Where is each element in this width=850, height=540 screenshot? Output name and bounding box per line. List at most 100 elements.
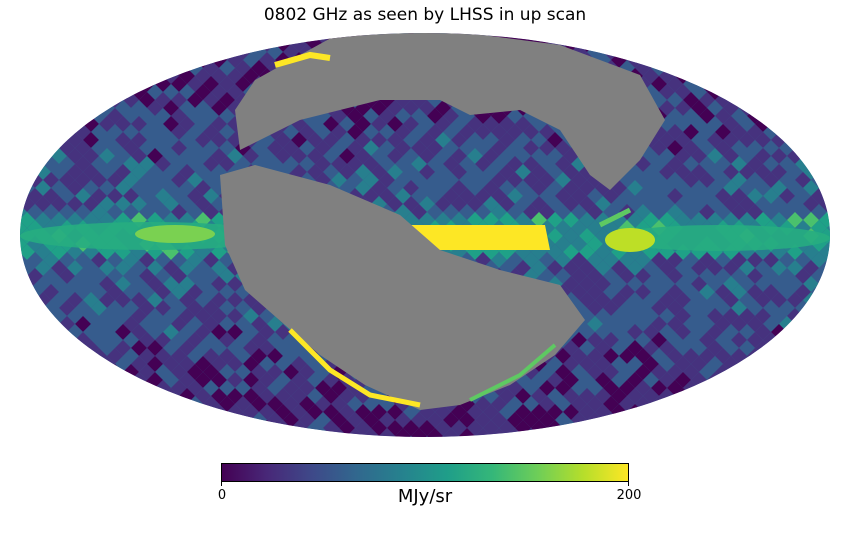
sky-pixel — [219, 33, 235, 44]
sky-pixel — [755, 436, 771, 437]
sky-pixel — [155, 33, 171, 44]
colorbar-max-label: 200 — [616, 488, 642, 503]
sky-pixel — [763, 76, 779, 92]
sky-pixel — [691, 404, 707, 420]
sky-pixel — [123, 33, 139, 44]
sky-pixel — [635, 33, 651, 44]
sky-pixel — [155, 60, 171, 76]
sky-pixel — [627, 436, 643, 437]
sky-pixel — [35, 100, 51, 116]
sky-pixel — [51, 68, 67, 84]
sky-pixel — [763, 348, 779, 364]
sky-pixel — [35, 36, 51, 52]
sky-pixel — [819, 132, 830, 148]
sky-pixel — [27, 156, 43, 172]
sky-pixel — [803, 420, 819, 436]
sky-pixel — [20, 164, 35, 180]
sky-pixel — [59, 380, 75, 396]
sky-pixel — [827, 252, 830, 268]
sky-pixel — [819, 356, 830, 372]
sky-pixel — [59, 108, 75, 124]
sky-pixel — [99, 84, 115, 100]
sky-pixel — [299, 428, 315, 437]
sky-pixel — [739, 36, 755, 52]
sky-pixel — [619, 412, 635, 428]
sky-pixel — [651, 428, 667, 437]
sky-pixel — [195, 420, 211, 436]
sky-pixel — [107, 412, 123, 428]
sky-pixel — [155, 412, 171, 428]
sky-pixel — [107, 428, 123, 437]
sky-pixel — [195, 404, 211, 420]
sky-pixel — [27, 300, 43, 316]
sky-pixel — [579, 436, 595, 437]
sky-pixel — [731, 364, 747, 380]
sky-pixel — [171, 412, 187, 428]
sky-pixel — [827, 396, 830, 412]
sky-pixel — [811, 76, 827, 92]
sky-pixel — [43, 380, 59, 396]
sky-pixel — [123, 60, 139, 76]
sky-pixel — [35, 33, 51, 36]
sky-pixel — [827, 380, 830, 396]
sky-pixel — [707, 36, 723, 52]
sky-pixel — [723, 84, 739, 100]
sky-pixel — [779, 44, 795, 60]
sky-pixel — [115, 420, 131, 436]
sky-pixel — [627, 33, 643, 36]
sky-pixel — [91, 412, 107, 428]
sky-pixel — [419, 436, 435, 437]
sky-pixel — [771, 372, 787, 388]
sky-pixel — [211, 436, 227, 437]
sky-pixel — [20, 268, 27, 284]
sky-pixel — [283, 33, 299, 44]
sky-pixel — [51, 404, 67, 420]
colorbar-tick-min — [221, 482, 222, 486]
sky-pixel — [20, 116, 35, 132]
sky-pixel — [795, 396, 811, 412]
sky-pixel — [20, 33, 35, 36]
sky-pixel — [83, 68, 99, 84]
sky-pixel — [355, 436, 371, 437]
sky-pixel — [771, 436, 787, 437]
sky-pixel — [723, 420, 739, 436]
sky-pixel — [131, 36, 147, 52]
sky-pixel — [715, 76, 731, 92]
sky-pixel — [803, 372, 819, 388]
sky-pixel — [827, 412, 830, 428]
sky-pixel — [715, 412, 731, 428]
sky-pixel — [827, 316, 830, 332]
sky-pixel — [803, 84, 819, 100]
sky-pixel — [147, 420, 163, 436]
sky-pixel — [787, 372, 803, 388]
sky-pixel — [99, 436, 115, 437]
sky-pixel — [67, 100, 83, 116]
sky-pixel — [27, 60, 43, 76]
sky-pixel — [811, 124, 827, 140]
sky-pixel — [779, 76, 795, 92]
sky-pixel — [179, 420, 195, 436]
sky-pixel — [715, 60, 731, 76]
colorbar-unit-label: MJy/sr — [397, 486, 453, 507]
sky-pixel — [163, 52, 179, 68]
sky-pixel — [715, 380, 731, 396]
sky-pixel — [803, 308, 819, 324]
sky-pixel — [59, 412, 75, 428]
sky-pixel — [803, 68, 819, 84]
sky-pixel — [707, 52, 723, 68]
sky-pixel — [20, 76, 27, 92]
sky-pixel — [83, 388, 99, 404]
sky-pixel — [35, 116, 51, 132]
sky-pixel — [827, 108, 830, 124]
sky-pixel — [99, 68, 115, 84]
sky-pixel — [75, 108, 91, 124]
sky-pixel — [275, 33, 291, 36]
sky-pixel — [771, 100, 787, 116]
sky-pixel — [20, 156, 27, 172]
sky-pixel — [787, 68, 803, 84]
sky-pixel — [35, 356, 51, 372]
sky-pixel — [819, 52, 830, 68]
sky-pixel — [91, 428, 107, 437]
sky-pixel — [755, 68, 771, 84]
sky-pixel — [83, 84, 99, 100]
